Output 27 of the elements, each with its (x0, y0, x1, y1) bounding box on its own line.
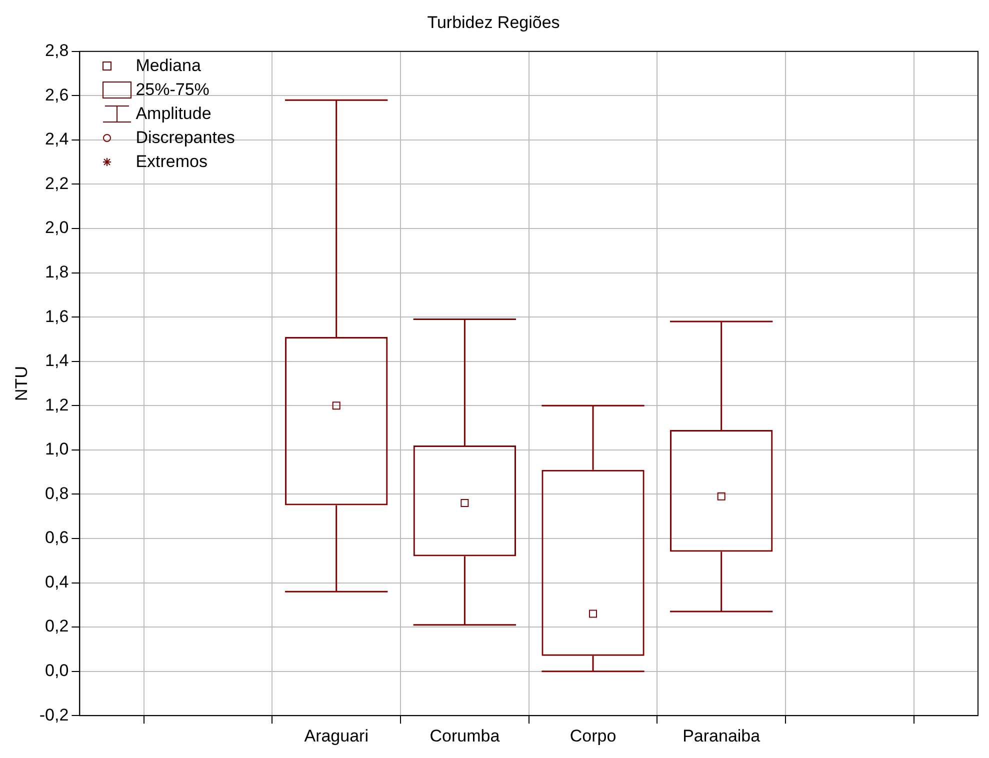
y-tick-label: 1,6 (45, 306, 69, 326)
y-tick-label: 1,0 (45, 440, 69, 459)
x-tick-label: Corpo (570, 726, 616, 746)
annotation: Extremos (136, 152, 208, 172)
y-tick-label: 1,2 (45, 395, 69, 414)
annotation: Discrepantes (136, 128, 235, 148)
y-tick-label: 2,6 (45, 85, 69, 104)
y-tick-label: 1,4 (45, 351, 69, 370)
annotation: 25%-75% (136, 80, 210, 100)
annotation: Mediana (136, 56, 201, 76)
x-tick-label: Paranaiba (682, 726, 761, 746)
x-tick-label: Corumba (430, 726, 500, 746)
x-tick-label: Araguari (304, 726, 368, 746)
annotation: Amplitude (136, 104, 212, 124)
y-tick-label: 2,4 (45, 130, 69, 149)
y-tick-label: 0,6 (45, 528, 69, 548)
y-tick-label: 2,2 (45, 174, 69, 193)
y-tick-label: 2,8 (45, 41, 69, 60)
y-tick-label: 0,0 (45, 661, 69, 680)
y-tick-label: -0,2 (39, 705, 69, 724)
y-tick-label: 0,4 (45, 572, 69, 592)
y-tick-label: 1,8 (45, 262, 69, 282)
chart-title: Turbidez Regiões (427, 12, 560, 32)
y-tick-label: 0,2 (45, 616, 69, 636)
y-axis-title: NTU (12, 366, 31, 401)
y-tick-label: 0,8 (45, 484, 69, 503)
y-tick-label: 2,0 (45, 218, 69, 238)
